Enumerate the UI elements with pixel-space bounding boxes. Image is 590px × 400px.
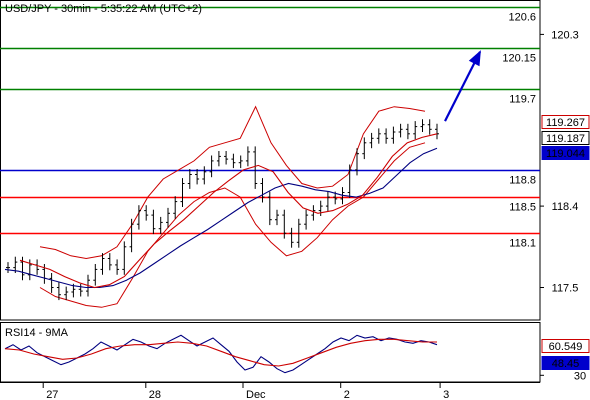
bollinger-upper-band — [39, 105, 426, 260]
price-tick-label-2: 117.5 — [552, 283, 579, 295]
price-panel-frame — [0, 0, 541, 321]
rsi-badge-0: 60.549 — [549, 341, 583, 353]
rsi-moving-average-line — [4, 338, 437, 367]
level-label-5: 118.1 — [509, 238, 536, 250]
time-tick-label-0: 27 — [46, 389, 58, 400]
rsi-panel: 30 60.549 48.45 — [4, 334, 590, 382]
price-axis: 120.3 118.4 117.5 — [540, 29, 579, 295]
rsi-tick-label-0: 30 — [574, 370, 586, 382]
forecast-arrow — [444, 50, 481, 122]
rsi-line — [4, 334, 438, 374]
price-tick-label-1: 118.4 — [552, 201, 579, 213]
price-badge-2-box — [541, 146, 590, 160]
moving-average-0 — [4, 147, 438, 289]
price-badge-1: 119.187 — [546, 133, 585, 145]
level-label-0: 120.6 — [508, 12, 536, 24]
moving-average-1 — [19, 133, 438, 289]
rsi-panel-frame — [0, 322, 541, 383]
time-tick-label-3: 2 — [344, 389, 350, 400]
level-label-3: 118.8 — [509, 175, 536, 187]
bollinger-lower-band — [39, 142, 426, 308]
chart-title: USD/JPY - 30min - 5:35:22 AM (UTC+2) — [5, 3, 202, 15]
price-candles — [6, 119, 439, 301]
rsi-badge-0-box — [541, 339, 590, 353]
price-badges: 119.267 119.187 119.044 — [541, 115, 590, 160]
rsi-title: RSI14 - 9MA — [5, 327, 69, 339]
price-badge-0: 119.267 — [546, 117, 585, 129]
level-label-1: 120.15 — [502, 53, 536, 65]
price-badge-0-box — [541, 115, 590, 129]
bollinger-bands — [39, 105, 426, 308]
moving-averages — [4, 133, 438, 289]
rsi-badge-1-box — [541, 356, 590, 370]
time-tick-label-4: 3 — [443, 389, 449, 400]
price-badge-1-box — [541, 131, 590, 145]
level-label-2: 119.7 — [509, 94, 536, 106]
price-tick-label-0: 120.3 — [551, 29, 579, 41]
price-badge-2: 119.044 — [546, 148, 585, 160]
time-tick-label-2: Dec — [246, 389, 266, 400]
time-tick-label-1: 28 — [149, 389, 161, 400]
time-axis: 27 28 Dec 2 3 — [42, 382, 449, 400]
panel-frames — [0, 0, 541, 383]
forecast-arrow-head — [468, 50, 481, 67]
rsi-badge-1: 48.45 — [552, 358, 580, 370]
level-label-4: 118.5 — [509, 202, 536, 214]
